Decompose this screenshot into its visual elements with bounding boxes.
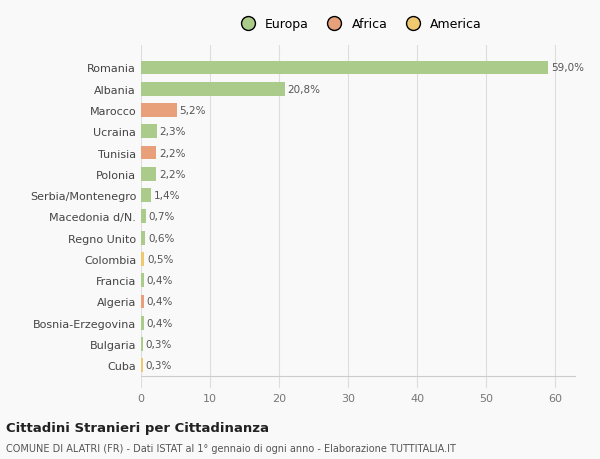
Bar	[141, 358, 143, 372]
Text: COMUNE DI ALATRI (FR) - Dati ISTAT al 1° gennaio di ogni anno - Elaborazione TUT: COMUNE DI ALATRI (FR) - Dati ISTAT al 1°…	[6, 443, 456, 453]
Text: 20,8%: 20,8%	[287, 84, 320, 95]
Bar	[141, 231, 145, 245]
Text: 1,4%: 1,4%	[154, 190, 180, 201]
Bar	[141, 146, 156, 160]
Text: 0,6%: 0,6%	[148, 233, 174, 243]
Bar	[141, 337, 143, 351]
Text: 0,4%: 0,4%	[146, 297, 173, 307]
Legend: Europa, Africa, America: Europa, Africa, America	[235, 18, 482, 31]
Text: 2,2%: 2,2%	[159, 148, 185, 158]
Bar	[141, 252, 145, 266]
Bar	[141, 125, 157, 139]
Bar	[141, 210, 146, 224]
Text: Cittadini Stranieri per Cittadinanza: Cittadini Stranieri per Cittadinanza	[6, 421, 269, 434]
Text: 5,2%: 5,2%	[179, 106, 206, 116]
Bar	[141, 104, 177, 118]
Bar	[141, 62, 548, 75]
Text: 0,5%: 0,5%	[147, 254, 173, 264]
Text: 59,0%: 59,0%	[551, 63, 584, 73]
Text: 0,7%: 0,7%	[149, 212, 175, 222]
Text: 0,3%: 0,3%	[146, 339, 172, 349]
Bar	[141, 274, 144, 287]
Text: 2,3%: 2,3%	[160, 127, 186, 137]
Text: 2,2%: 2,2%	[159, 169, 185, 179]
Bar	[141, 83, 284, 96]
Bar	[141, 168, 156, 181]
Bar	[141, 189, 151, 202]
Bar	[141, 316, 144, 330]
Text: 0,3%: 0,3%	[146, 360, 172, 370]
Text: 0,4%: 0,4%	[146, 275, 173, 285]
Text: 0,4%: 0,4%	[146, 318, 173, 328]
Bar	[141, 295, 144, 308]
